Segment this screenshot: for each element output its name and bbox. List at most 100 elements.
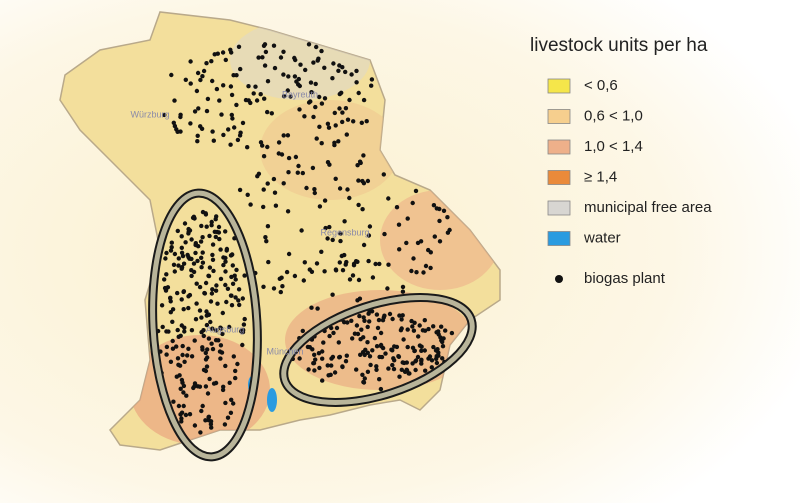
biogas-plant xyxy=(176,362,181,367)
biogas-plant xyxy=(170,346,176,351)
biogas-plant xyxy=(431,324,436,329)
biogas-plant xyxy=(306,42,312,47)
biogas-plant xyxy=(406,371,411,376)
biogas-plant xyxy=(197,384,203,389)
biogas-plant xyxy=(235,361,240,367)
place-label: Regensburg xyxy=(320,227,369,237)
biogas-plant xyxy=(221,384,226,389)
biogas-plant xyxy=(422,318,427,323)
biogas-plant xyxy=(223,400,228,406)
biogas-plant xyxy=(200,250,205,255)
biogas-plant xyxy=(337,186,343,191)
biogas-plant xyxy=(362,318,367,323)
biogas-plant xyxy=(360,372,365,377)
biogas-plant xyxy=(365,324,370,330)
biogas-plant xyxy=(223,57,228,63)
biogas-plant xyxy=(413,358,419,363)
biogas-plant xyxy=(366,233,372,238)
biogas-plant xyxy=(231,73,236,78)
biogas-plant xyxy=(181,307,186,312)
biogas-plant xyxy=(361,242,367,248)
biogas-plant xyxy=(179,416,184,421)
biogas-plant xyxy=(178,129,183,134)
biogas-plant xyxy=(331,61,336,66)
highlight-ring xyxy=(150,190,260,460)
biogas-plant xyxy=(419,357,424,362)
biogas-plant xyxy=(187,292,193,298)
biogas-plant xyxy=(215,51,220,56)
biogas-plant xyxy=(368,362,373,368)
biogas-plant xyxy=(330,76,335,81)
biogas-plant xyxy=(366,258,371,264)
biogas-plant xyxy=(372,335,378,341)
biogas-plant xyxy=(200,235,205,240)
biogas-plant xyxy=(208,419,214,424)
biogas-plant xyxy=(201,367,207,373)
biogas-plant xyxy=(316,351,322,356)
biogas-plant xyxy=(317,94,322,100)
biogas-plant xyxy=(404,240,409,246)
biogas-plant xyxy=(186,346,191,351)
biogas-plant xyxy=(284,269,290,275)
biogas-plant xyxy=(297,83,302,89)
biogas-plant xyxy=(175,290,180,296)
biogas-plant xyxy=(358,352,363,357)
biogas-plant xyxy=(295,170,300,175)
biogas-plant xyxy=(285,133,291,138)
biogas-plant xyxy=(349,318,354,323)
biogas-plant xyxy=(199,223,204,229)
biogas-plant xyxy=(376,317,382,323)
biogas-plant xyxy=(243,97,249,103)
biogas-plant xyxy=(206,336,212,341)
biogas-plant xyxy=(413,367,418,373)
biogas-plant xyxy=(181,261,187,266)
biogas-plant xyxy=(350,336,355,341)
legend-swatch xyxy=(547,78,571,94)
biogas-plant xyxy=(169,245,174,250)
legend-marker xyxy=(555,275,563,283)
biogas-plant xyxy=(183,77,188,83)
biogas-plant xyxy=(308,80,314,85)
biogas-plant xyxy=(172,123,178,129)
biogas-plant xyxy=(410,324,415,329)
biogas-plant xyxy=(302,114,307,119)
biogas-plant xyxy=(178,386,183,391)
biogas-plant xyxy=(308,99,313,104)
biogas-plant xyxy=(280,284,285,289)
biogas-plant xyxy=(355,259,360,264)
biogas-plant xyxy=(292,273,298,279)
biogas-plant xyxy=(179,266,184,271)
biogas-plant xyxy=(233,375,238,381)
biogas-plant xyxy=(361,315,366,320)
biogas-plant xyxy=(377,261,382,267)
legend-swatch xyxy=(547,139,571,155)
biogas-plant xyxy=(256,55,261,60)
biogas-plant xyxy=(415,354,421,360)
biogas-plant xyxy=(400,313,405,318)
biogas-plant xyxy=(203,350,208,356)
biogas-plant xyxy=(220,331,225,337)
biogas-plant xyxy=(439,324,444,329)
biogas-plant xyxy=(309,305,314,310)
biogas-plant xyxy=(164,250,169,256)
biogas-plant xyxy=(286,251,292,257)
biogas-plant xyxy=(286,155,292,161)
biogas-plant xyxy=(309,269,315,274)
biogas-plant xyxy=(201,333,206,339)
biogas-plant xyxy=(206,414,212,419)
biogas-plant xyxy=(367,354,373,359)
biogas-plant xyxy=(440,356,445,361)
biogas-plant xyxy=(225,415,231,420)
biogas-plant xyxy=(201,328,206,333)
biogas-plant xyxy=(168,299,173,304)
biogas-plant xyxy=(427,354,433,359)
biogas-plant xyxy=(218,356,223,361)
biogas-plant xyxy=(207,265,213,270)
biogas-plant xyxy=(381,172,386,177)
biogas-plant xyxy=(195,258,200,264)
biogas-plant xyxy=(365,350,370,355)
biogas-plant xyxy=(300,328,305,334)
biogas-plant xyxy=(209,425,214,430)
biogas-plant xyxy=(240,296,245,301)
biogas-plant xyxy=(387,311,393,317)
